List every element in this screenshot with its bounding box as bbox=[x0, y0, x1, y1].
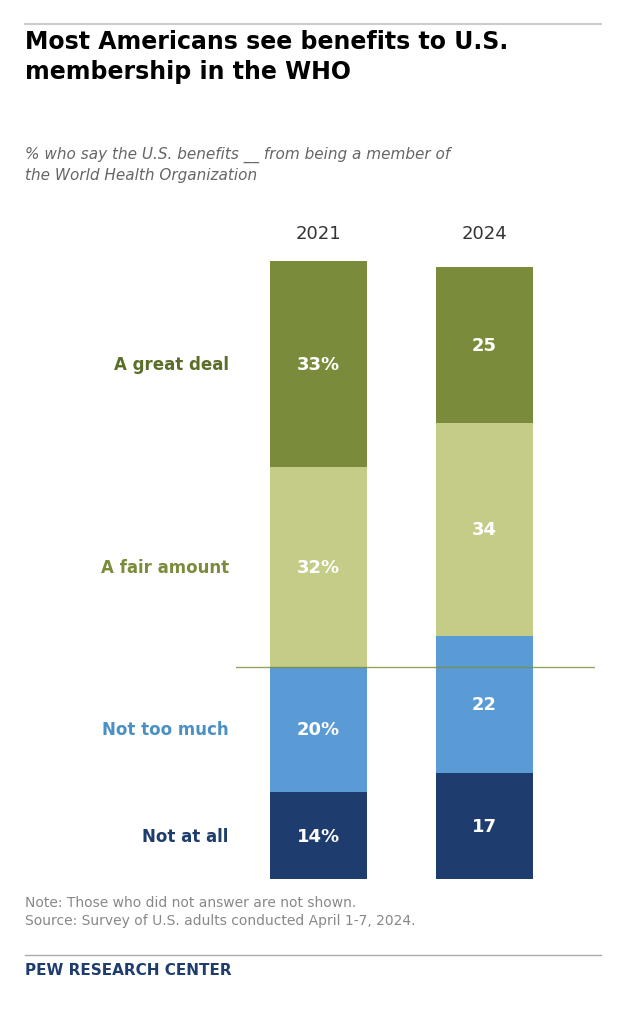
Text: 32%: 32% bbox=[297, 558, 340, 576]
Text: A fair amount: A fair amount bbox=[100, 558, 229, 576]
Text: Note: Those who did not answer are not shown.
Source: Survey of U.S. adults cond: Note: Those who did not answer are not s… bbox=[25, 895, 415, 927]
Bar bbox=[270, 793, 367, 880]
Bar bbox=[436, 773, 533, 880]
Text: 34: 34 bbox=[472, 521, 497, 539]
Bar bbox=[270, 667, 367, 793]
Bar bbox=[436, 636, 533, 773]
Text: % who say the U.S. benefits __ from being a member of
the World Health Organizat: % who say the U.S. benefits __ from bein… bbox=[25, 147, 450, 183]
Bar bbox=[270, 467, 367, 667]
Text: 17: 17 bbox=[472, 818, 497, 835]
Bar bbox=[436, 424, 533, 636]
Text: 25: 25 bbox=[472, 337, 497, 355]
Text: 22: 22 bbox=[472, 696, 497, 714]
Text: 2024: 2024 bbox=[462, 224, 507, 243]
Text: Not too much: Not too much bbox=[102, 721, 229, 739]
Text: A great deal: A great deal bbox=[113, 356, 229, 373]
Text: 20%: 20% bbox=[297, 721, 340, 739]
Bar bbox=[270, 262, 367, 467]
Bar bbox=[436, 268, 533, 424]
Text: Most Americans see benefits to U.S.
membership in the WHO: Most Americans see benefits to U.S. memb… bbox=[25, 30, 508, 84]
Text: 33%: 33% bbox=[297, 356, 340, 373]
Text: 2021: 2021 bbox=[296, 224, 342, 243]
Text: 14%: 14% bbox=[297, 827, 340, 845]
Text: PEW RESEARCH CENTER: PEW RESEARCH CENTER bbox=[25, 962, 231, 978]
Text: Not at all: Not at all bbox=[143, 827, 229, 845]
